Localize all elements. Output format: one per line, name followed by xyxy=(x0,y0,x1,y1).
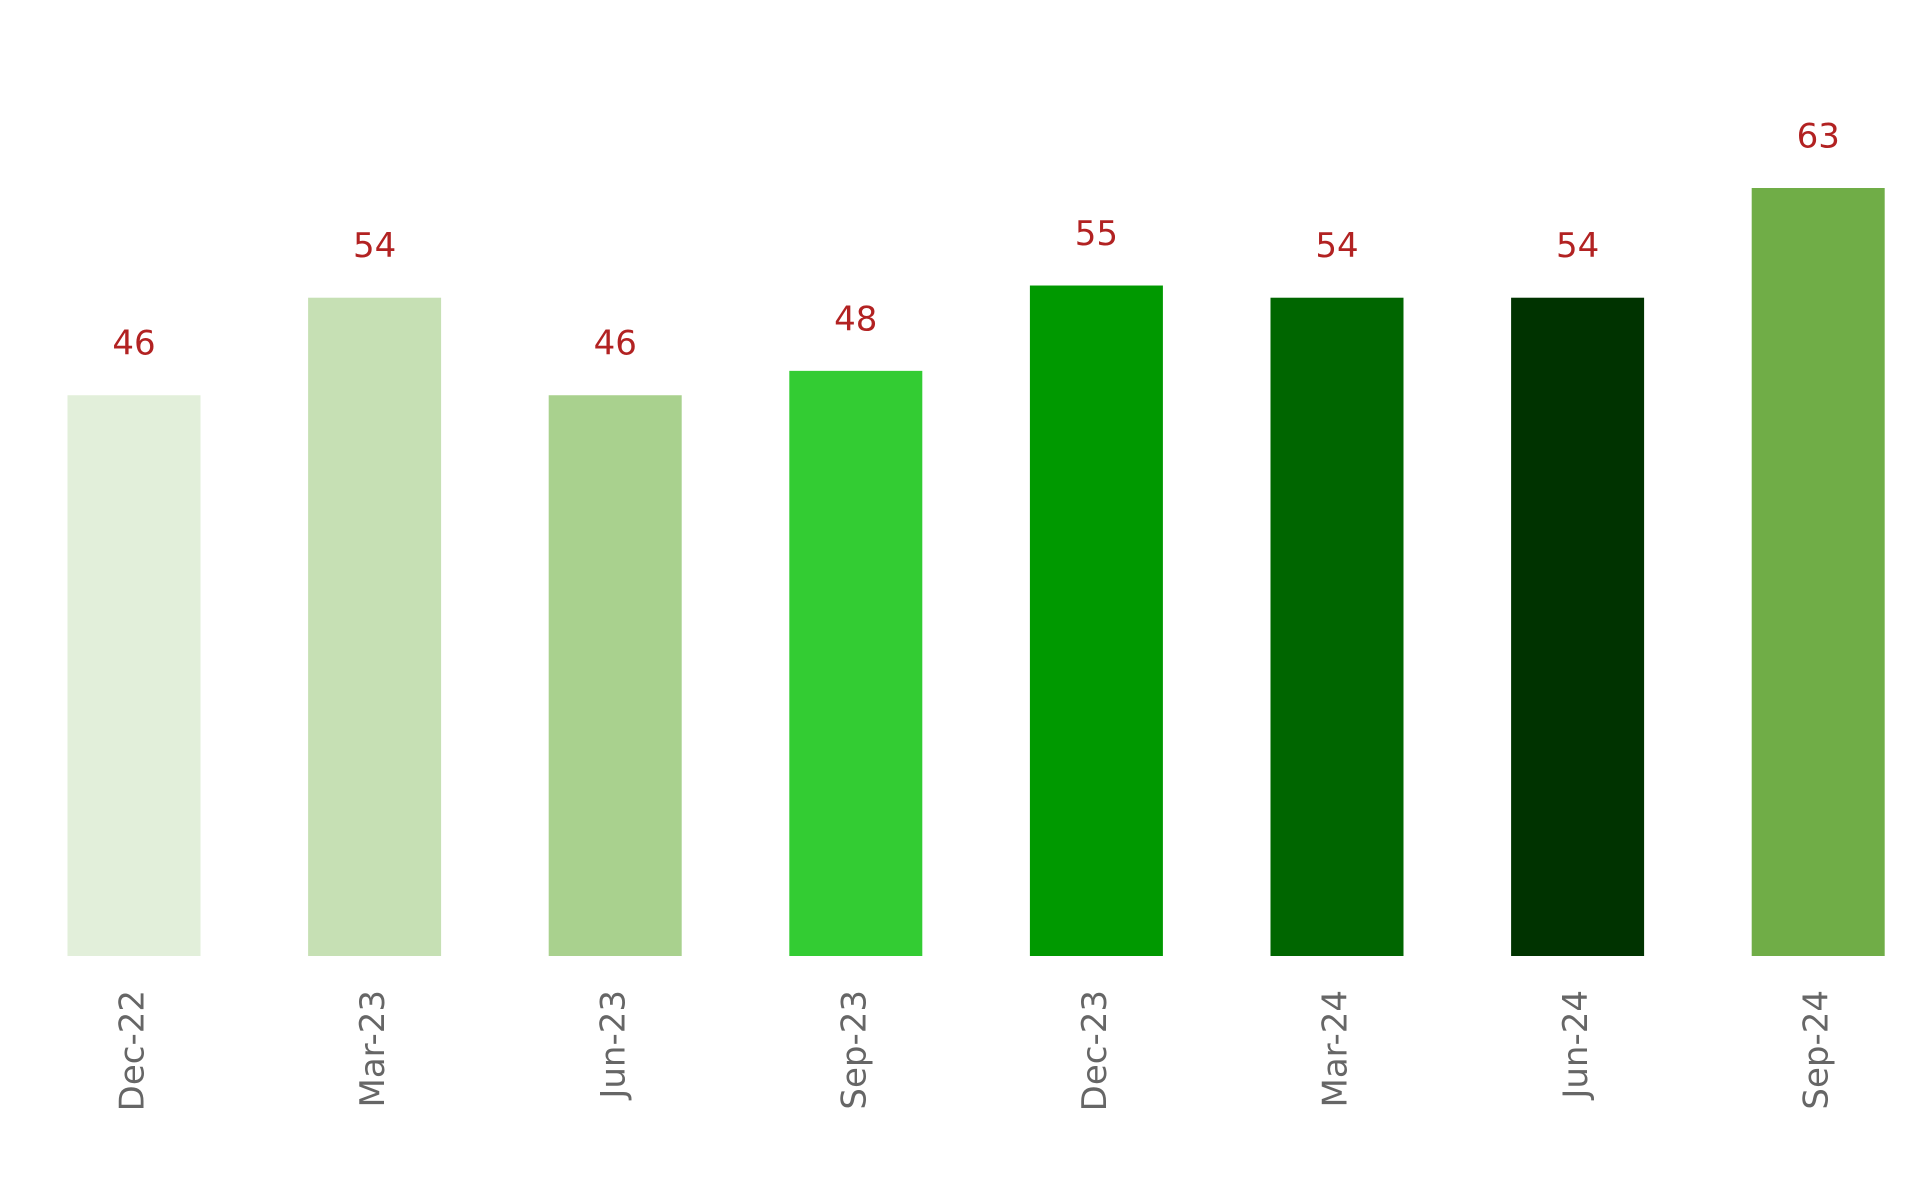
bar xyxy=(308,297,442,956)
x-tick-label: Jun-23 xyxy=(594,990,634,1101)
value-label: 54 xyxy=(353,226,396,266)
x-tick-label: Sep-24 xyxy=(1797,990,1837,1110)
bar xyxy=(1751,188,1885,956)
value-label: 54 xyxy=(1315,226,1358,266)
value-label: 46 xyxy=(112,324,155,364)
x-tick-label: Mar-23 xyxy=(353,990,393,1108)
x-tick-label: Dec-22 xyxy=(113,990,153,1111)
x-tick-label: Dec-23 xyxy=(1075,990,1115,1111)
x-tick-label: Mar-24 xyxy=(1316,990,1356,1108)
bar xyxy=(1270,297,1404,956)
value-label: 63 xyxy=(1797,117,1840,157)
bar xyxy=(1511,297,1645,956)
bar xyxy=(548,395,682,956)
x-tick-label: Jun-24 xyxy=(1556,990,1596,1101)
value-label: 48 xyxy=(834,299,877,339)
value-label: 55 xyxy=(1075,214,1118,254)
value-label: 54 xyxy=(1556,226,1599,266)
bar xyxy=(67,395,201,956)
value-label: 46 xyxy=(594,324,637,364)
bar xyxy=(1029,285,1163,956)
bar xyxy=(789,370,923,956)
x-tick-label: Sep-23 xyxy=(834,990,874,1110)
